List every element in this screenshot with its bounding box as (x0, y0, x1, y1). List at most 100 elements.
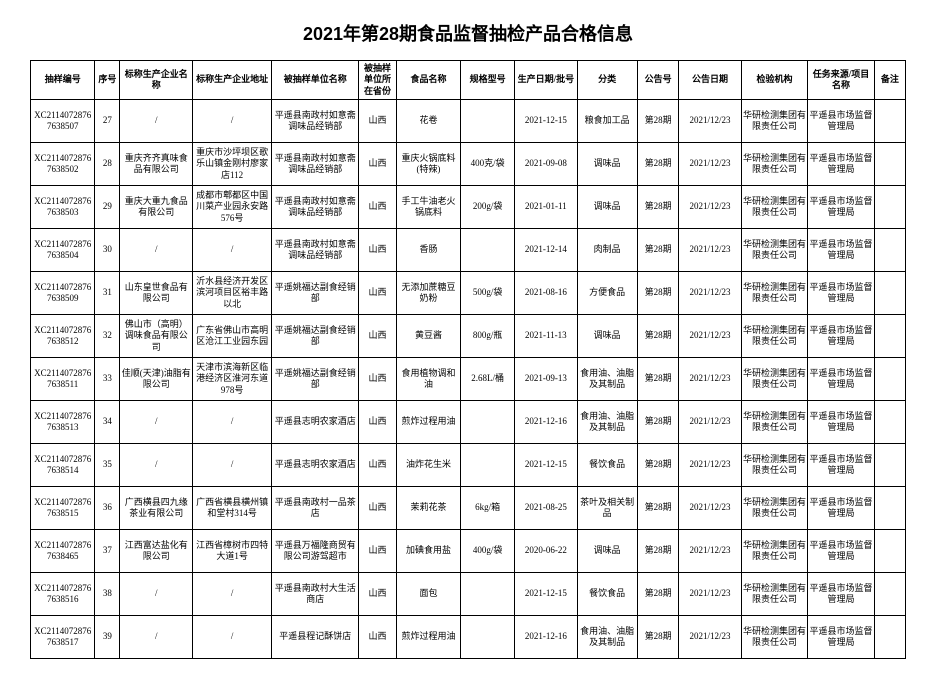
cell-date: 2021-09-08 (515, 143, 577, 186)
cell-sample_unit: 平遥县南政村如意斋调味品经销部 (272, 186, 359, 229)
cell-source: 平遥县市场监督管理局 (808, 100, 875, 143)
cell-notice_no: 第28期 (637, 573, 679, 616)
cell-institution: 华研检测集团有限责任公司 (741, 229, 808, 272)
cell-province: 山西 (359, 487, 396, 530)
table-row: XC2114072876763851536广西横县四九缘茶业有限公司广西省横县横… (31, 487, 906, 530)
cell-sample_unit: 平遥县志明农家酒店 (272, 401, 359, 444)
cell-institution: 华研检测集团有限责任公司 (741, 444, 808, 487)
cell-notice_date: 2021/12/23 (679, 229, 741, 272)
cell-company: 广西横县四九缘茶业有限公司 (120, 487, 193, 530)
cell-notice_no: 第28期 (637, 358, 679, 401)
cell-address: / (193, 573, 272, 616)
cell-source: 平遥县市场监督管理局 (808, 229, 875, 272)
cell-idx: 27 (95, 100, 120, 143)
cell-sample_unit: 平遥县南政村如意斋调味品经销部 (272, 143, 359, 186)
cell-remark (874, 100, 905, 143)
page-title: 2021年第28期食品监督抽检产品合格信息 (30, 20, 906, 46)
cell-institution: 华研检测集团有限责任公司 (741, 616, 808, 659)
table-row: XC2114072876763851739//平遥县程记酥饼店山西煎炸过程用油2… (31, 616, 906, 659)
cell-idx: 34 (95, 401, 120, 444)
cell-food: 无添加蔗糖豆奶粉 (396, 272, 460, 315)
cell-id: XC21140728767638507 (31, 100, 95, 143)
cell-notice_date: 2021/12/23 (679, 616, 741, 659)
cell-id: XC21140728767638465 (31, 530, 95, 573)
cell-id: XC21140728767638509 (31, 272, 95, 315)
cell-company: 山东皇世食品有限公司 (120, 272, 193, 315)
cell-spec (461, 100, 515, 143)
cell-date: 2021-12-15 (515, 100, 577, 143)
cell-date: 2020-06-22 (515, 530, 577, 573)
cell-province: 山西 (359, 143, 396, 186)
cell-spec: 800g/瓶 (461, 315, 515, 358)
cell-address: / (193, 616, 272, 659)
cell-address: 天津市滨海新区临港经济区淮河东道978号 (193, 358, 272, 401)
col-institution: 检验机构 (741, 61, 808, 100)
cell-spec: 6kg/箱 (461, 487, 515, 530)
cell-province: 山西 (359, 401, 396, 444)
cell-source: 平遥县市场监督管理局 (808, 401, 875, 444)
cell-spec (461, 573, 515, 616)
cell-notice_no: 第28期 (637, 530, 679, 573)
cell-notice_no: 第28期 (637, 616, 679, 659)
cell-food: 手工牛油老火锅底料 (396, 186, 460, 229)
cell-food: 食用植物调和油 (396, 358, 460, 401)
table-header-row: 抽样编号 序号 标称生产企业名称 标称生产企业地址 被抽样单位名称 被抽样单位所… (31, 61, 906, 100)
cell-spec (461, 444, 515, 487)
cell-remark (874, 272, 905, 315)
col-remark: 备注 (874, 61, 905, 100)
cell-notice_date: 2021/12/23 (679, 573, 741, 616)
cell-source: 平遥县市场监督管理局 (808, 530, 875, 573)
cell-company: 江西富达盐化有限公司 (120, 530, 193, 573)
cell-province: 山西 (359, 186, 396, 229)
cell-category: 食用油、油脂及其制品 (577, 616, 637, 659)
cell-date: 2021-01-11 (515, 186, 577, 229)
cell-province: 山西 (359, 444, 396, 487)
cell-remark (874, 229, 905, 272)
cell-institution: 华研检测集团有限责任公司 (741, 358, 808, 401)
cell-notice_date: 2021/12/23 (679, 143, 741, 186)
cell-institution: 华研检测集团有限责任公司 (741, 487, 808, 530)
cell-id: XC21140728767638511 (31, 358, 95, 401)
cell-company: / (120, 401, 193, 444)
cell-company: 佛山市（高明）调味食品有限公司 (120, 315, 193, 358)
cell-id: XC21140728767638513 (31, 401, 95, 444)
cell-remark (874, 487, 905, 530)
table-row: XC2114072876763850430//平遥县南政村如意斋调味品经销部山西… (31, 229, 906, 272)
col-notice-no: 公告号 (637, 61, 679, 100)
table-row: XC2114072876763851638//平遥县南政村大生活商店山西面包20… (31, 573, 906, 616)
cell-food: 油炸花生米 (396, 444, 460, 487)
cell-date: 2021-08-25 (515, 487, 577, 530)
cell-remark (874, 186, 905, 229)
cell-sample_unit: 平遥县南政村如意斋调味品经销部 (272, 100, 359, 143)
cell-idx: 29 (95, 186, 120, 229)
cell-source: 平遥县市场监督管理局 (808, 272, 875, 315)
cell-province: 山西 (359, 573, 396, 616)
cell-company: 佳顺(天津)油脂有限公司 (120, 358, 193, 401)
cell-category: 餐饮食品 (577, 444, 637, 487)
cell-category: 茶叶及相关制品 (577, 487, 637, 530)
cell-company: / (120, 229, 193, 272)
cell-notice_no: 第28期 (637, 186, 679, 229)
cell-province: 山西 (359, 100, 396, 143)
cell-category: 餐饮食品 (577, 573, 637, 616)
cell-address: / (193, 229, 272, 272)
table-row: XC2114072876763850931山东皇世食品有限公司沂水县经济开发区滨… (31, 272, 906, 315)
cell-sample_unit: 平遥县南政村大生活商店 (272, 573, 359, 616)
table-row: XC2114072876763851232佛山市（高明）调味食品有限公司广东省佛… (31, 315, 906, 358)
cell-address: / (193, 401, 272, 444)
cell-province: 山西 (359, 358, 396, 401)
cell-company: 重庆大重九食品有限公司 (120, 186, 193, 229)
cell-spec: 2.68L/桶 (461, 358, 515, 401)
cell-category: 调味品 (577, 530, 637, 573)
col-company: 标称生产企业名称 (120, 61, 193, 100)
cell-sample_unit: 平遥县程记酥饼店 (272, 616, 359, 659)
cell-institution: 华研检测集团有限责任公司 (741, 401, 808, 444)
cell-province: 山西 (359, 315, 396, 358)
cell-remark (874, 358, 905, 401)
cell-sample_unit: 平遥姚福达副食经销部 (272, 358, 359, 401)
col-category: 分类 (577, 61, 637, 100)
cell-notice_date: 2021/12/23 (679, 444, 741, 487)
cell-province: 山西 (359, 272, 396, 315)
cell-id: XC21140728767638515 (31, 487, 95, 530)
col-food: 食品名称 (396, 61, 460, 100)
